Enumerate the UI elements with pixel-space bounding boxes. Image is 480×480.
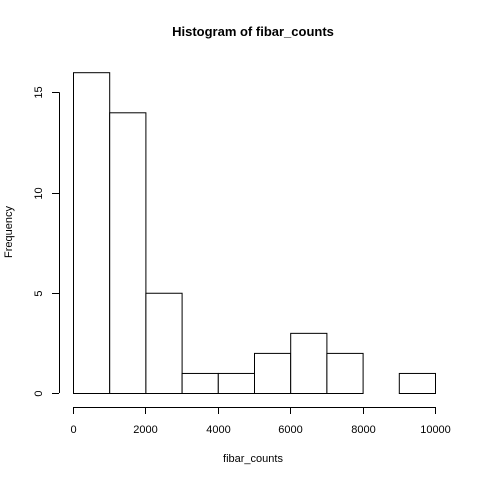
y-tick-label-2: 10: [33, 187, 45, 199]
histogram-bar-3: [181, 372, 219, 395]
x-tick-label-3: 6000: [278, 424, 302, 436]
histogram-bar-9: [398, 372, 436, 395]
y-tick-label-1: 5: [33, 290, 45, 296]
x-tick-label-5: 10000: [420, 424, 451, 436]
histogram-bar-2: [145, 292, 183, 394]
chart-title: Histogram of fibar_counts: [172, 24, 334, 39]
x-tick-label-1: 2000: [133, 424, 157, 436]
histogram-bar-1: [109, 112, 147, 395]
x-tick-label-0: 0: [70, 424, 76, 436]
y-tick-label-0: 0: [33, 390, 45, 396]
y-tick-label-3: 15: [33, 86, 45, 98]
histogram-bar-7: [326, 352, 364, 394]
histogram-bar-0: [73, 72, 111, 394]
y-axis: 0 5 10 15: [33, 86, 60, 397]
x-tick-label-2: 4000: [206, 424, 230, 436]
x-tick-label-4: 8000: [351, 424, 375, 436]
histogram-bar-5: [254, 352, 292, 394]
x-axis-label: fibar_counts: [223, 453, 283, 465]
histogram-bar-4: [217, 372, 256, 395]
bars-group: [73, 72, 436, 395]
histogram-bar-6: [290, 332, 328, 395]
y-axis-label: Frequency: [3, 206, 15, 258]
x-axis: 0 2000 4000 6000 8000 10000: [70, 407, 451, 436]
